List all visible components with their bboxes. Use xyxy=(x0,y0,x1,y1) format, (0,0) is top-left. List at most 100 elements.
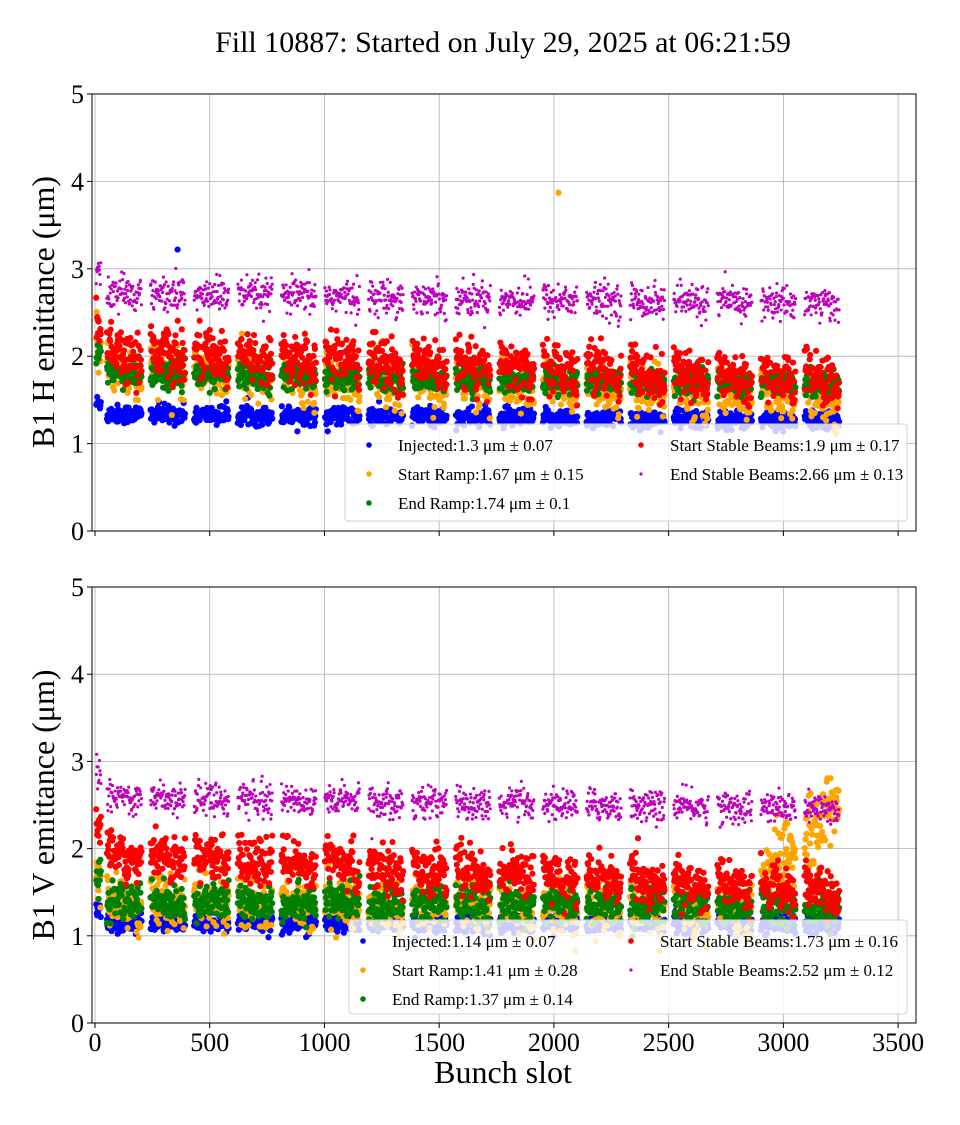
data-point xyxy=(98,331,104,337)
data-point xyxy=(212,386,218,392)
data-point xyxy=(555,342,561,348)
data-point xyxy=(672,393,678,399)
data-point xyxy=(430,415,436,421)
data-point xyxy=(165,331,171,337)
data-point xyxy=(399,410,405,416)
data-point xyxy=(355,408,361,414)
data-point xyxy=(308,392,314,398)
data-point xyxy=(686,347,692,353)
data-point xyxy=(444,358,450,364)
data-point xyxy=(487,415,493,421)
data-point xyxy=(608,357,614,363)
data-point xyxy=(562,373,568,379)
data-point xyxy=(574,414,580,420)
data-point xyxy=(323,389,329,395)
data-point xyxy=(549,359,555,365)
data-point xyxy=(632,341,638,347)
data-point xyxy=(528,396,534,402)
data-point xyxy=(311,400,317,406)
data-point xyxy=(485,380,491,386)
data-point xyxy=(677,350,683,356)
data-point xyxy=(210,335,216,341)
data-point xyxy=(98,399,104,405)
data-point xyxy=(169,412,175,418)
data-point xyxy=(424,374,430,380)
data-point xyxy=(116,343,122,349)
data-point xyxy=(646,407,652,413)
data-point xyxy=(312,377,318,383)
data-point xyxy=(125,379,131,385)
data-point xyxy=(617,393,623,399)
data-point xyxy=(813,394,819,400)
data-point xyxy=(239,331,245,337)
data-point xyxy=(651,395,657,401)
data-point xyxy=(555,392,561,398)
data-point xyxy=(468,334,474,340)
data-point xyxy=(133,390,139,396)
data-point xyxy=(678,396,684,402)
data-point xyxy=(356,366,362,372)
data-point xyxy=(108,319,114,325)
data-point xyxy=(243,386,249,392)
data-point xyxy=(768,407,774,413)
data-point xyxy=(472,368,478,374)
data-point xyxy=(389,333,395,339)
data-point xyxy=(244,331,250,337)
data-point xyxy=(173,340,179,346)
data-point xyxy=(617,373,623,379)
data-point xyxy=(699,357,705,363)
data-point xyxy=(267,337,273,343)
data-point xyxy=(180,362,186,368)
data-point xyxy=(138,368,144,374)
data-point xyxy=(758,391,764,397)
figure-title: Fill 10887: Started on July 29, 2025 at … xyxy=(215,26,791,59)
data-point xyxy=(634,414,640,420)
data-point xyxy=(107,338,113,344)
data-point xyxy=(356,394,362,400)
data-point xyxy=(421,335,427,341)
data-point xyxy=(487,373,493,379)
data-point xyxy=(222,338,228,344)
data-point xyxy=(182,370,188,376)
data-point xyxy=(570,367,576,373)
data-point xyxy=(138,410,144,416)
data-point xyxy=(355,375,361,381)
data-point xyxy=(325,428,331,434)
data-point xyxy=(557,356,563,362)
data-point xyxy=(250,347,256,353)
data-point xyxy=(138,357,144,363)
data-point xyxy=(367,384,373,390)
data-point xyxy=(574,402,580,408)
data-point xyxy=(647,354,653,360)
data-point xyxy=(302,331,308,337)
data-point xyxy=(219,328,225,334)
data-point xyxy=(487,366,493,372)
data-point xyxy=(355,347,361,353)
data-point xyxy=(313,360,319,366)
data-point xyxy=(304,338,310,344)
data-point xyxy=(573,392,579,398)
data-point xyxy=(114,364,120,370)
data-point xyxy=(692,414,698,420)
data-point xyxy=(746,409,752,415)
data-point xyxy=(615,385,621,391)
data-point xyxy=(432,404,438,410)
data-point xyxy=(312,346,318,352)
data-point xyxy=(574,356,580,362)
data-point xyxy=(530,377,536,383)
data-point xyxy=(221,348,227,354)
data-point xyxy=(714,394,720,400)
data-point xyxy=(653,344,659,350)
data-point xyxy=(569,349,575,355)
data-point xyxy=(311,410,317,416)
data-point xyxy=(329,376,335,382)
data-point xyxy=(286,405,292,411)
data-point xyxy=(350,338,356,344)
data-point xyxy=(96,370,102,376)
data-point xyxy=(312,419,318,425)
data-point xyxy=(292,382,298,388)
data-point xyxy=(474,396,480,402)
data-point xyxy=(108,326,114,332)
data-point xyxy=(384,338,390,344)
data-point xyxy=(416,347,422,353)
